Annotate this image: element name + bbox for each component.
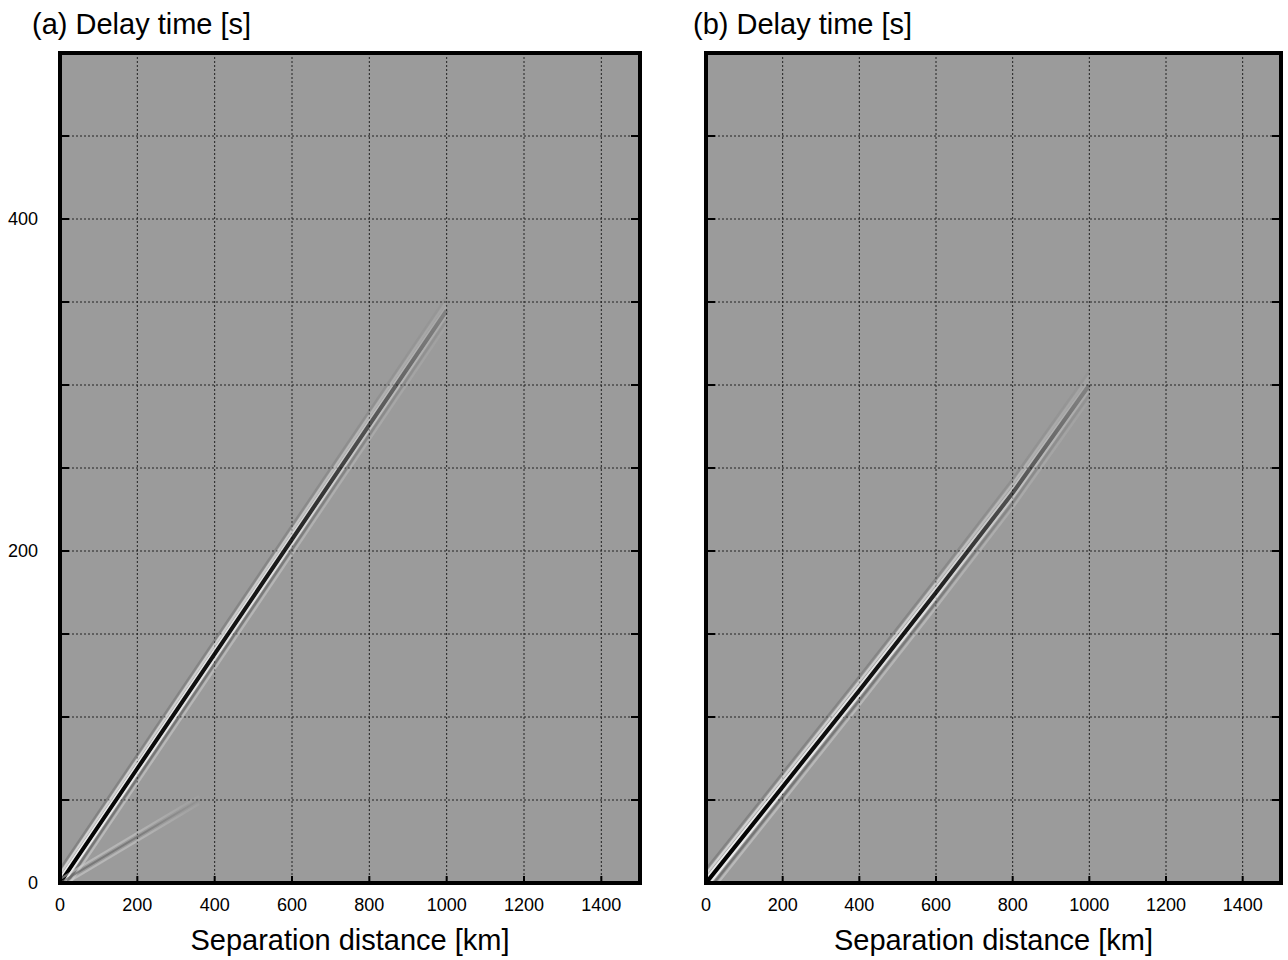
x-tick-label: 800 bbox=[354, 895, 384, 915]
arrival-group bbox=[60, 296, 447, 883]
grid-line bbox=[706, 468, 1281, 469]
arrival-line bbox=[60, 310, 447, 883]
grid-line bbox=[706, 717, 1281, 718]
x-tick-label: 200 bbox=[768, 895, 798, 915]
x-axis-title: Separation distance [km] bbox=[834, 924, 1153, 956]
grid-line bbox=[706, 136, 1281, 137]
wavelet-fringe bbox=[60, 296, 447, 869]
arrival-group bbox=[706, 371, 1089, 883]
x-tick-label: 600 bbox=[921, 895, 951, 915]
wavelet-fringe bbox=[706, 371, 1089, 869]
grid-line bbox=[706, 551, 1281, 552]
x-tick-label: 1000 bbox=[1069, 895, 1109, 915]
grid-line bbox=[706, 634, 1281, 635]
wavelet-fringe bbox=[706, 381, 1089, 879]
panel-title: (b) Delay time [s] bbox=[693, 8, 912, 40]
panel: 0 200 400 600 800 1000 1200 1400 (b) Delay time … bbox=[693, 8, 1281, 956]
wavelet-fringe bbox=[60, 306, 447, 879]
grid-line bbox=[60, 551, 640, 552]
grid-line bbox=[706, 219, 1281, 220]
wavelet-fringe bbox=[706, 376, 1089, 874]
grid-line bbox=[446, 53, 447, 883]
x-tick-label: 400 bbox=[844, 895, 874, 915]
arrival-line bbox=[706, 385, 1089, 883]
x-tick-label: 1400 bbox=[1223, 895, 1263, 915]
grid-line bbox=[60, 717, 640, 718]
data-area bbox=[706, 371, 1089, 883]
plot-background bbox=[706, 53, 1281, 883]
y-tick-label: 0 bbox=[28, 873, 38, 893]
grid-line bbox=[214, 53, 215, 883]
grid-line bbox=[60, 136, 640, 137]
panel: 0 200 400 600 800 1000 1200 1400 0 200 400 (a) Dela… bbox=[8, 8, 640, 956]
x-axis-title: Separation distance [km] bbox=[190, 924, 509, 956]
data-area bbox=[60, 296, 447, 883]
x-tick-label: 600 bbox=[277, 895, 307, 915]
wavelet-fringe bbox=[60, 301, 447, 874]
plot-frame bbox=[706, 53, 1281, 883]
grid-line bbox=[706, 385, 1281, 386]
wavelet-fringe bbox=[60, 796, 199, 879]
grid bbox=[706, 53, 1281, 883]
grid-line bbox=[1012, 53, 1013, 883]
arrival-group bbox=[60, 796, 199, 883]
grid-line bbox=[60, 385, 640, 386]
y-tick-label: 200 bbox=[8, 541, 38, 561]
x-tick-label: 0 bbox=[55, 895, 65, 915]
grid-line bbox=[706, 800, 1281, 801]
x-tick-label: 800 bbox=[998, 895, 1028, 915]
x-tick-label: 200 bbox=[122, 895, 152, 915]
x-tick-label: 1400 bbox=[581, 895, 621, 915]
grid-line bbox=[706, 302, 1281, 303]
grid-line bbox=[60, 219, 640, 220]
x-tick-label: 1200 bbox=[504, 895, 544, 915]
figure: 0 200 400 600 800 1000 1200 1400 0 200 400 (a) Dela… bbox=[0, 0, 1288, 960]
arrival-line bbox=[60, 800, 199, 883]
x-tick-label: 400 bbox=[200, 895, 230, 915]
grid-line bbox=[60, 302, 640, 303]
grid-line bbox=[60, 800, 640, 801]
y-tick-label: 400 bbox=[8, 209, 38, 229]
grid-line bbox=[60, 634, 640, 635]
panel-title: (a) Delay time [s] bbox=[32, 8, 251, 40]
plot-frame bbox=[60, 53, 640, 883]
grid-line bbox=[1089, 53, 1090, 883]
x-tick-label: 1000 bbox=[427, 895, 467, 915]
x-tick-label: 0 bbox=[701, 895, 711, 915]
x-tick-label: 1200 bbox=[1146, 895, 1186, 915]
